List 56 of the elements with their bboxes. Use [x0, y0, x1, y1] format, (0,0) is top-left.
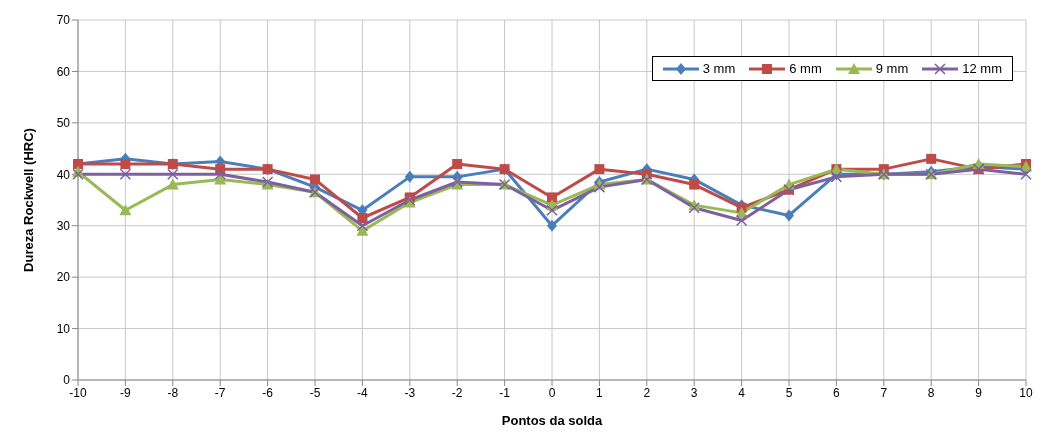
point — [594, 164, 605, 175]
x-tick-label: 7 — [880, 385, 888, 400]
y-tick-label: 60 — [56, 64, 71, 79]
legend-label: 12 mm — [961, 61, 1002, 76]
x-tick-label: 2 — [643, 385, 651, 400]
point — [735, 214, 748, 227]
x-tick-label: 3 — [690, 385, 698, 400]
point — [119, 204, 132, 216]
point — [404, 170, 415, 183]
x-tick-label: 5 — [785, 385, 793, 400]
x-tick-label: -2 — [451, 385, 463, 400]
x-tick-label: 6 — [833, 385, 841, 400]
legend-label: 6 mm — [788, 61, 822, 76]
point — [310, 174, 320, 185]
y-tick-label: 0 — [63, 373, 71, 388]
x-tick-label: -3 — [404, 385, 416, 400]
x-tick-label: -7 — [214, 385, 226, 400]
point — [120, 159, 131, 169]
y-tick-label: 70 — [56, 13, 71, 28]
x-tick-label: 10 — [1019, 385, 1033, 400]
point — [547, 219, 557, 232]
point — [357, 213, 368, 223]
x-tick-label: 9 — [975, 385, 983, 400]
x-tick-label: -5 — [309, 385, 321, 400]
point — [689, 179, 700, 190]
point — [72, 168, 84, 181]
point — [166, 178, 179, 190]
y-tick-label: 30 — [56, 218, 71, 233]
x-axis-title: Pontos da solda — [501, 413, 603, 429]
point — [356, 219, 369, 232]
point — [214, 168, 226, 181]
point — [784, 209, 794, 222]
x-tick-label: -10 — [69, 385, 87, 400]
point — [546, 204, 558, 217]
x-tick-label: 8 — [927, 385, 935, 400]
y-tick-label: 10 — [56, 321, 71, 336]
y-tick-label: 20 — [56, 270, 71, 285]
x-tick-label: -8 — [167, 385, 179, 400]
point — [119, 168, 132, 181]
x-tick-label: -4 — [357, 385, 369, 400]
point — [1020, 168, 1032, 181]
x-tick-label: -9 — [120, 385, 132, 400]
x-tick-label: -1 — [499, 385, 511, 400]
x-tick-label: 4 — [738, 385, 746, 400]
x-tick-label: 1 — [596, 385, 604, 400]
legend-label: 3 mm — [701, 61, 736, 76]
y-tick-label: 40 — [56, 167, 71, 182]
x-tick-label: 0 — [548, 385, 556, 400]
x-tick-label: -6 — [262, 385, 274, 400]
y-tick-label: 50 — [56, 116, 71, 131]
point — [547, 192, 557, 203]
legend-label: 9 mm — [874, 61, 909, 76]
y-axis-title: Dureza Rockwell (HRC) — [20, 128, 36, 272]
point — [167, 168, 179, 181]
point — [452, 159, 463, 169]
point — [926, 153, 937, 164]
